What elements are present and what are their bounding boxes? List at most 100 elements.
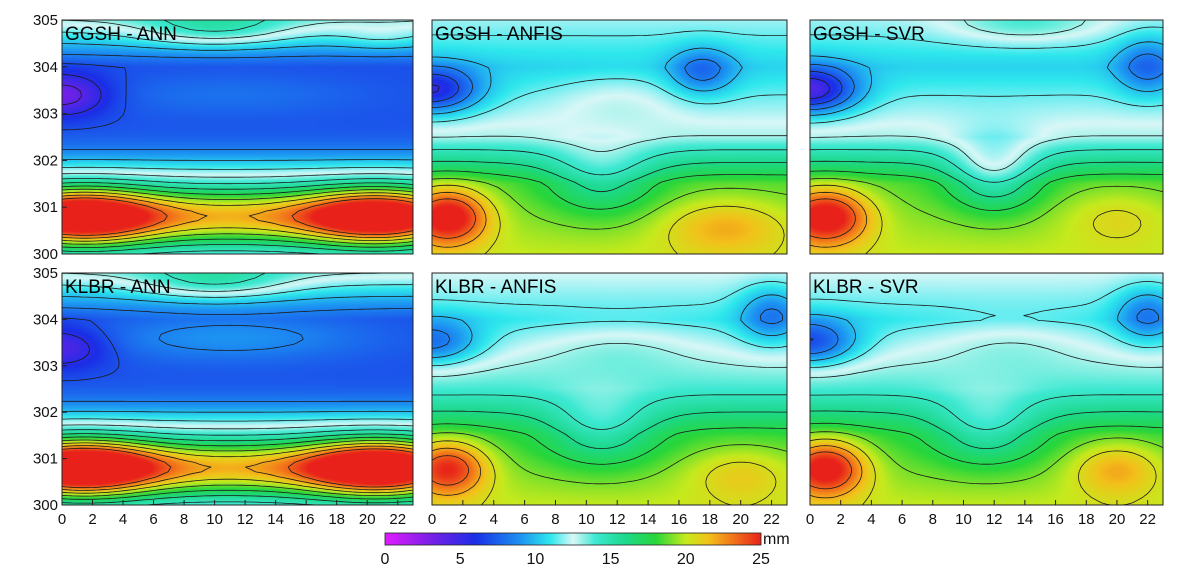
contour-line	[431, 178, 788, 230]
panel-frame	[431, 272, 788, 506]
contour-line	[809, 342, 1164, 379]
colorbar-gradient	[384, 532, 762, 546]
x-tick-label: 12	[237, 511, 254, 528]
panel-klbr-anfis: KLBR - ANFIS	[431, 272, 788, 506]
x-tick-label: 8	[929, 511, 937, 528]
x-tick-label: 18	[701, 511, 718, 528]
contour-line	[809, 281, 1164, 368]
contour-line	[61, 191, 414, 242]
x-tick-label: 4	[119, 511, 127, 528]
x-tick-label: 0	[58, 511, 66, 528]
contour-line	[809, 308, 1159, 355]
y-tick-label: 305	[33, 12, 58, 29]
colorbar-tick-label: 0	[381, 551, 390, 568]
y-tick-label: 300	[33, 497, 58, 514]
contour-line	[810, 394, 1163, 430]
contour-line	[432, 394, 787, 430]
y-tick-label: 305	[33, 265, 58, 282]
contour-line	[61, 197, 414, 236]
contour-line	[431, 281, 788, 367]
x-tick-label: 20	[732, 511, 749, 528]
y-tick-label: 304	[33, 311, 58, 328]
contour-line	[61, 333, 90, 364]
contour-line	[431, 184, 785, 255]
contour-line	[61, 447, 414, 489]
y-tick-label: 302	[33, 404, 58, 421]
contour-line	[431, 191, 487, 248]
y-tick-label: 302	[33, 152, 58, 169]
contour-line	[61, 439, 414, 497]
contour-line	[431, 47, 743, 115]
colorbar-unit-label: mm	[763, 531, 790, 548]
x-tick-label: 14	[1017, 511, 1034, 528]
contour-line	[431, 423, 788, 465]
panel-frame	[809, 19, 1164, 255]
contour-line	[61, 307, 414, 402]
contour-line	[431, 410, 787, 449]
contour-line	[431, 198, 476, 239]
contour-line	[61, 436, 414, 500]
contour-line	[61, 43, 414, 161]
panel-klbr-svr: KLBR - SVR	[809, 272, 1164, 506]
panel-title: GGSH - SVR	[813, 24, 925, 45]
contour-line	[61, 31, 414, 170]
x-tick-label: 20	[1109, 511, 1126, 528]
heatmap-raster	[810, 273, 1163, 505]
x-tick-label: 6	[149, 511, 157, 528]
panel-frame	[809, 272, 1164, 506]
panel-ggsh-svr: GGSH - SVR	[809, 19, 1164, 255]
contour-line	[809, 451, 852, 490]
contour-line	[431, 440, 777, 506]
x-tick-label: 14	[267, 511, 284, 528]
x-tick-label: 6	[898, 511, 906, 528]
x-tick-label: 22	[1139, 511, 1156, 528]
heatmap-raster	[432, 273, 787, 505]
contour-line	[431, 149, 787, 176]
contour-line	[809, 41, 1164, 116]
contour-line	[809, 26, 1164, 124]
x-tick-label: 14	[640, 511, 657, 528]
contour-line	[61, 194, 414, 239]
x-tick-label: 16	[1047, 511, 1064, 528]
x-tick-label: 2	[459, 511, 467, 528]
y-tick-label: 300	[33, 246, 58, 263]
contour-line	[809, 294, 1164, 361]
contour-line	[431, 73, 460, 102]
panel-title: KLBR - SVR	[813, 277, 919, 298]
colorbar-tick-label: 20	[677, 551, 695, 568]
panel-frame	[61, 272, 414, 506]
panel-klbr-ann: KLBR - ANN	[61, 272, 414, 506]
contour-line	[810, 149, 1163, 183]
contour-line	[61, 295, 414, 413]
x-tick-label: 10	[955, 511, 972, 528]
y-tick-label: 303	[33, 358, 58, 375]
heatmap-raster	[810, 20, 1163, 254]
contour-line	[61, 442, 414, 494]
x-tick-label: 18	[328, 511, 345, 528]
contour-line	[61, 445, 414, 491]
contour-line	[809, 445, 863, 499]
x-tick-label: 16	[671, 511, 688, 528]
contour-line	[809, 191, 868, 248]
y-tick-label: 301	[33, 199, 58, 216]
y-tick-label: 304	[33, 59, 58, 76]
colorbar-tick-label: 15	[602, 551, 620, 568]
colorbar: 0 5 10 15 20 25 mm	[381, 531, 790, 568]
panel-ggsh-ann: GGSH - ANN	[61, 19, 414, 255]
contour-line	[809, 53, 1164, 110]
contour-line	[809, 410, 1164, 449]
colorbar-tick-label: 25	[752, 551, 770, 568]
x-tick-label: 8	[551, 511, 559, 528]
contour-line	[431, 30, 787, 123]
contour-line	[432, 135, 787, 152]
panel-frame	[431, 19, 788, 255]
contour-line	[431, 84, 440, 93]
contour-line	[61, 182, 414, 252]
contour-line	[61, 185, 414, 248]
contour-line	[809, 198, 856, 239]
x-tick-label: 10	[578, 511, 595, 528]
contour-line	[61, 272, 414, 506]
heatmap-raster	[62, 20, 413, 254]
contour-line	[809, 338, 814, 342]
